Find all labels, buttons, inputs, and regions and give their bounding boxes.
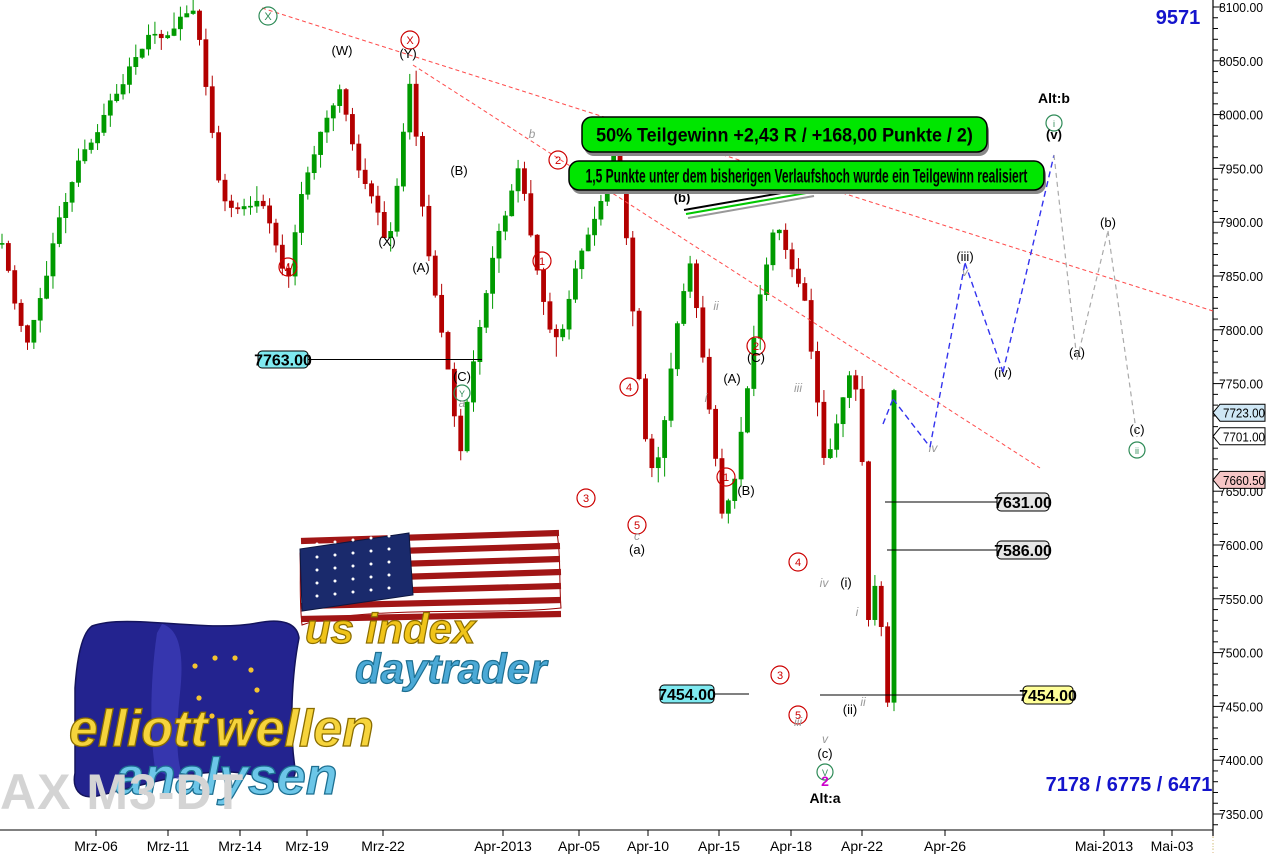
svg-text:ii: ii [713, 299, 719, 313]
svg-text:Alt:b: Alt:b [1038, 90, 1070, 106]
svg-text:7350.00: 7350.00 [1219, 807, 1263, 822]
svg-text:Alt:a: Alt:a [809, 790, 840, 806]
svg-text:(A): (A) [723, 371, 740, 386]
svg-text:2: 2 [555, 155, 561, 167]
svg-text:(X): (X) [378, 234, 395, 249]
svg-text:c: c [634, 529, 640, 543]
svg-text:8000.00: 8000.00 [1219, 108, 1263, 123]
svg-text:Mrz-22: Mrz-22 [361, 838, 405, 854]
svg-text:3: 3 [777, 670, 783, 682]
svg-text:7631.00: 7631.00 [994, 495, 1052, 512]
svg-text:(c): (c) [1129, 422, 1144, 437]
svg-text:(A): (A) [412, 260, 429, 275]
svg-text:(i): (i) [840, 575, 852, 590]
svg-text:3: 3 [583, 493, 589, 505]
svg-text:7454.00: 7454.00 [658, 687, 716, 704]
svg-text:Apr-05: Apr-05 [558, 838, 600, 854]
svg-text:4: 4 [626, 382, 632, 394]
svg-text:(iii): (iii) [956, 249, 973, 264]
svg-text:7723.00: 7723.00 [1223, 406, 1265, 421]
svg-text:1: 1 [723, 472, 729, 484]
svg-text:ii: ii [860, 695, 866, 709]
svg-text:(c): (c) [817, 746, 832, 761]
svg-text:(Y): (Y) [399, 46, 416, 61]
svg-text:50% Teilgewinn +2,43 R / +168,: 50% Teilgewinn +2,43 R / +168,00 Punkte … [596, 126, 973, 147]
svg-text:4: 4 [795, 557, 801, 569]
svg-text:i: i [705, 391, 708, 405]
svg-text:iv: iv [820, 576, 830, 590]
svg-text:8050.00: 8050.00 [1219, 54, 1263, 69]
svg-text:Apr-2013: Apr-2013 [474, 838, 532, 854]
svg-text:7900.00: 7900.00 [1219, 215, 1263, 230]
svg-text:(C): (C) [747, 350, 765, 365]
svg-text:(b): (b) [1100, 215, 1116, 230]
svg-text:7550.00: 7550.00 [1219, 592, 1263, 607]
svg-text:Mrz-06: Mrz-06 [74, 838, 118, 854]
svg-text:v: v [822, 732, 829, 746]
svg-text:iii: iii [794, 715, 802, 729]
svg-text:2: 2 [821, 773, 829, 789]
svg-text:i: i [856, 605, 859, 619]
svg-text:7763.00: 7763.00 [254, 353, 312, 370]
svg-text:Mrz-14: Mrz-14 [218, 838, 262, 854]
svg-text:daytrader: daytrader [355, 645, 549, 692]
svg-text:9571: 9571 [1156, 7, 1201, 29]
svg-text:7500.00: 7500.00 [1219, 646, 1263, 661]
svg-text:(iv): (iv) [994, 365, 1012, 380]
svg-text:b: b [529, 127, 536, 141]
svg-text:7450.00: 7450.00 [1219, 699, 1263, 714]
svg-text:(a): (a) [629, 542, 645, 557]
svg-text:Apr-26: Apr-26 [924, 838, 966, 854]
svg-text:7178 / 6775 / 6471: 7178 / 6775 / 6471 [1046, 774, 1213, 796]
svg-text:Mrz-19: Mrz-19 [285, 838, 329, 854]
svg-text:(v): (v) [1046, 127, 1062, 142]
svg-text:Mai-03: Mai-03 [1151, 838, 1194, 854]
svg-text:7950.00: 7950.00 [1219, 161, 1263, 176]
svg-text:7586.00: 7586.00 [994, 543, 1052, 560]
svg-text:W: W [283, 262, 294, 274]
svg-text:(C): (C) [453, 369, 471, 384]
svg-text:7660.50: 7660.50 [1223, 473, 1265, 488]
svg-text:(B): (B) [450, 163, 467, 178]
svg-text:Apr-18: Apr-18 [770, 838, 812, 854]
svg-text:1,5 Punkte unter dem bisherige: 1,5 Punkte unter dem bisherigen Verlaufs… [586, 167, 1028, 188]
svg-text:1: 1 [539, 256, 545, 268]
svg-text:(B): (B) [737, 483, 754, 498]
svg-text:7850.00: 7850.00 [1219, 269, 1263, 284]
svg-text:a: a [459, 396, 466, 410]
svg-text:7400.00: 7400.00 [1219, 753, 1263, 768]
svg-text:7454.00: 7454.00 [1019, 688, 1077, 705]
svg-text:7600.00: 7600.00 [1219, 538, 1263, 553]
svg-text:ii: ii [1135, 446, 1139, 456]
svg-text:7701.00: 7701.00 [1223, 429, 1265, 444]
svg-text:7800.00: 7800.00 [1219, 323, 1263, 338]
svg-text:Mrz-11: Mrz-11 [147, 838, 190, 854]
svg-text:7750.00: 7750.00 [1219, 377, 1263, 392]
svg-text:Apr-22: Apr-22 [841, 838, 883, 854]
svg-text:(ii): (ii) [843, 702, 857, 717]
svg-text:(W): (W) [332, 43, 353, 58]
svg-text:Mai-2013: Mai-2013 [1075, 838, 1134, 854]
svg-text:Apr-10: Apr-10 [627, 838, 669, 854]
svg-text:8100.00: 8100.00 [1219, 0, 1263, 15]
svg-text:iii: iii [794, 381, 802, 395]
svg-text:X: X [264, 11, 272, 23]
svg-text:Apr-15: Apr-15 [698, 838, 740, 854]
